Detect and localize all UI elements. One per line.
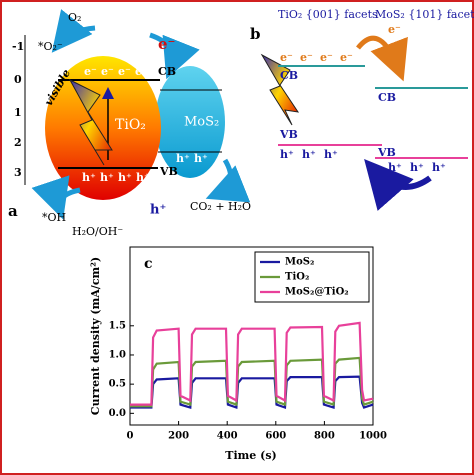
panel-c: c Time (s) Current density (mA/cm²) 0 200…	[89, 246, 387, 462]
hole: h⁺	[150, 203, 166, 218]
tio2-cb-electron: e⁻	[280, 51, 293, 64]
plot-frame	[129, 246, 374, 426]
tio2-vb: VB	[279, 128, 298, 141]
y-tick-label: 1.5	[109, 320, 126, 331]
legend-label: MoS₂	[285, 257, 314, 268]
x-tick-label: 600	[265, 431, 286, 442]
tio2-particle	[45, 56, 161, 200]
cb-electron: e⁻	[101, 65, 114, 78]
cb: CB	[158, 65, 176, 78]
cb-electron: e⁻	[135, 65, 148, 78]
water: H₂O/OH⁻	[72, 225, 123, 238]
oh-arrow	[31, 175, 81, 220]
y-tick-label: 1.0	[109, 349, 126, 360]
products: CO₂ + H₂O	[190, 200, 251, 213]
mos2-hole: h⁺	[176, 152, 190, 165]
panel-label: b	[250, 25, 261, 43]
vb-hole: h⁺	[118, 171, 132, 184]
energy-level: 2	[14, 136, 22, 149]
tio2-cb-electron: e⁻	[300, 51, 313, 64]
x-axis-title: Time (s)	[225, 449, 276, 462]
energy-level: 1	[14, 106, 22, 119]
y-tick-label: 0.0	[109, 408, 126, 419]
legend-label: TiO₂	[285, 272, 309, 283]
hole-transfer-arrow	[364, 158, 432, 211]
vb-hole: h⁺	[136, 171, 150, 184]
tio2-cb-electron: e⁻	[320, 51, 333, 64]
energy-level: 0	[14, 73, 22, 86]
mos2-electron: e⁻	[388, 23, 401, 36]
x-tick-label: 400	[217, 431, 238, 442]
x-tick-label: 1000	[359, 431, 387, 442]
x-tick-label: 0	[127, 431, 134, 442]
mos2-cb: CB	[378, 91, 396, 104]
hydroxyl: *OH	[42, 211, 66, 224]
electron-arrow	[149, 32, 200, 80]
cb-electron: e⁻	[84, 65, 97, 78]
y-axis-title: Current density (mA/cm²)	[89, 257, 102, 415]
mos2-particle	[155, 66, 225, 178]
energy-level: 3	[14, 166, 22, 179]
hole-arrow	[205, 158, 251, 203]
series-line	[130, 321, 374, 406]
legend-label: MoS₂@TiO₂	[285, 287, 349, 298]
tio2-vb-hole: h⁺	[280, 148, 294, 161]
electron: e⁻	[158, 35, 175, 53]
tio2-vb-hole: h⁺	[324, 148, 338, 161]
mos2-vb-hole: h⁺	[432, 161, 446, 174]
cb-electron: e⁻	[118, 65, 131, 78]
o2: O₂	[68, 11, 81, 24]
panel-a: -1 0 1 2 3 a O₂ *O₂⁻ e⁻ visible e⁻ e⁻ e⁻…	[8, 9, 251, 238]
vb: VB	[159, 165, 178, 178]
mos2-vb-hole: h⁺	[388, 161, 402, 174]
tio2-facets: TiO₂ {001} facets	[278, 8, 378, 21]
y-tick-label: 0.5	[109, 379, 126, 390]
mos2-hole: h⁺	[194, 152, 208, 165]
tio2: TiO₂	[115, 117, 146, 133]
superoxide: *O₂⁻	[38, 40, 63, 53]
panel-label: c	[144, 256, 153, 272]
x-tick-label: 800	[314, 431, 335, 442]
tio2-cb-electron: e⁻	[340, 51, 353, 64]
lightning	[68, 78, 113, 166]
o2-arrow	[51, 9, 96, 53]
mos2-vb: VB	[377, 146, 396, 159]
mos2-facets: MoS₂ {101} facets	[375, 8, 474, 21]
vb-hole: h⁺	[100, 171, 114, 184]
lightning	[260, 53, 300, 126]
tio2-cb: CB	[280, 69, 298, 82]
tio2-vb-hole: h⁺	[302, 148, 316, 161]
mos2: MoS₂	[184, 115, 219, 130]
panel-label: a	[8, 202, 18, 220]
vb-hole: h⁺	[82, 171, 96, 184]
mos2-vb-hole: h⁺	[410, 161, 424, 174]
x-tick-label: 200	[168, 431, 189, 442]
energy-level: -1	[12, 40, 24, 53]
panel-b: b TiO₂ {001} facets MoS₂ {101} facets e⁻…	[250, 8, 474, 211]
electron-transfer-arrow	[356, 35, 408, 82]
